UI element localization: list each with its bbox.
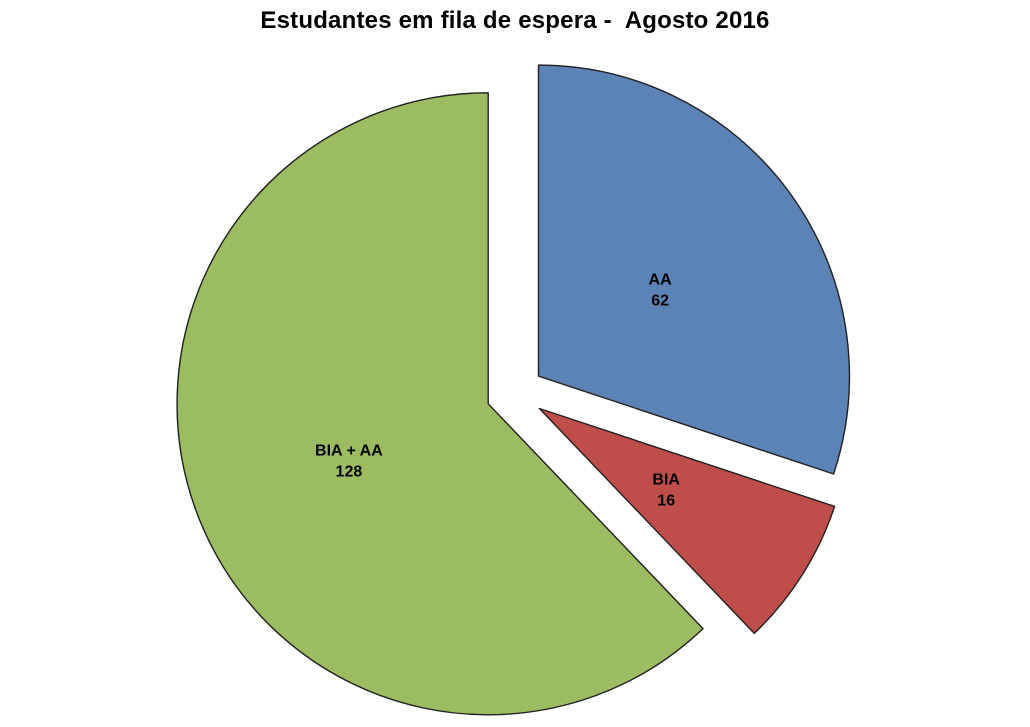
pie-slice-bia-aa xyxy=(176,92,704,716)
slice-label-bia: BIA 16 xyxy=(652,472,680,510)
pie-slice-aa xyxy=(537,64,851,475)
slice-label-bia-aa: BIA + AA 128 xyxy=(315,443,383,481)
slice-label-aa: AA 62 xyxy=(649,271,673,309)
chart-title: Estudantes em fila de espera - Agosto 20… xyxy=(260,7,770,34)
pie-slice-bia xyxy=(538,407,836,635)
